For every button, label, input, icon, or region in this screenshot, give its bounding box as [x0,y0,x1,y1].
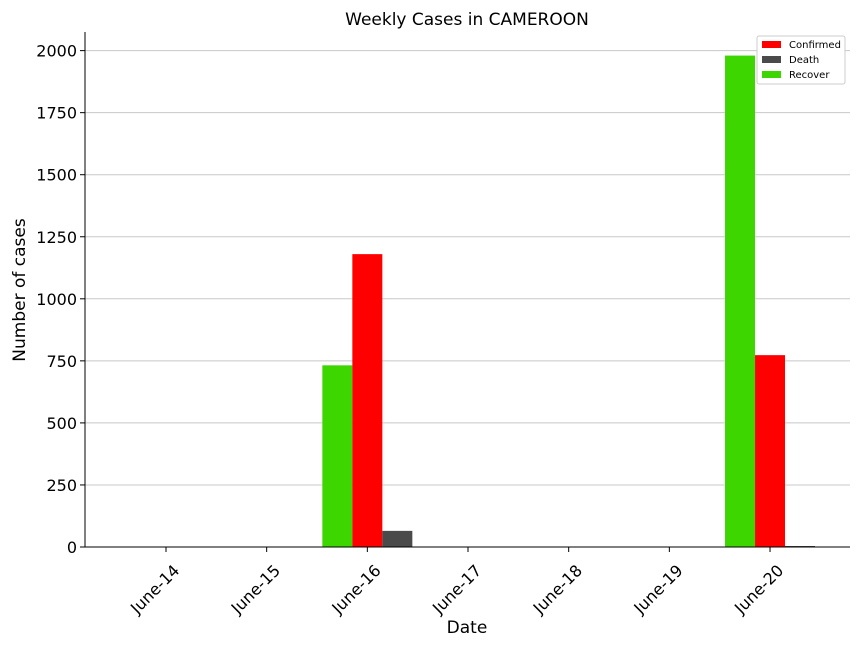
x-ticks: June-14 June-15 June-16 June-17 June-18 June-… [126,547,787,618]
y-axis-label: Number of cases [10,218,30,362]
bar-death-june-16 [382,530,413,547]
y-tick-label: 500 [46,414,77,433]
y-ticks: 0 250 500 750 1000 1250 1500 1750 2000 [36,42,85,557]
y-tick-label: 1500 [36,166,77,185]
legend-label-confirmed: Confirmed [789,40,841,51]
legend-swatch-recover [762,71,781,78]
y-tick-label: 750 [46,352,77,371]
x-axis-label: Date [447,618,488,638]
bar-recover-june-20 [725,55,756,548]
x-tick-label: June-20 [730,561,787,618]
legend: Confirmed Death Recover [756,35,846,85]
y-tick-label: 2000 [36,42,77,61]
grid-lines [85,50,850,486]
axes [84,32,850,548]
bar-recover-june-16 [322,365,353,547]
bars [322,55,816,548]
x-tick-label: June-17 [428,561,485,618]
x-tick-label: June-18 [529,561,586,618]
legend-swatch-death [762,56,781,63]
y-tick-label: 1250 [36,228,77,247]
x-tick-label: June-19 [629,561,686,618]
x-tick-label: June-15 [227,561,284,618]
y-tick-label: 0 [67,538,77,557]
legend-label-recover: Recover [789,70,830,81]
legend-label-death: Death [789,55,819,66]
chart-title: Weekly Cases in CAMEROON [345,10,589,30]
x-tick-label: June-16 [327,561,384,618]
legend-swatch-confirmed [762,41,781,48]
bar-confirmed-june-20 [755,355,786,547]
y-tick-label: 250 [46,476,77,495]
x-tick-label: June-14 [126,561,183,618]
y-tick-label: 1000 [36,290,77,309]
bar-confirmed-june-16 [352,254,383,548]
y-tick-label: 1750 [36,104,77,123]
